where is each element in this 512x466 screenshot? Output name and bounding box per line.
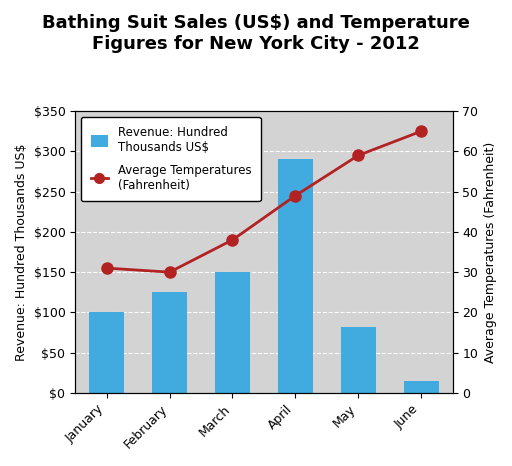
- Bar: [89, 312, 124, 393]
- Bar: [278, 159, 313, 393]
- Bar: [341, 327, 376, 393]
- Legend: Revenue: Hundred
Thousands US$, Average Temperatures
(Fahrenheit): Revenue: Hundred Thousands US$, Average …: [81, 117, 261, 201]
- Bar: [152, 292, 187, 393]
- Y-axis label: Revenue: Hundred Thousands US$: Revenue: Hundred Thousands US$: [15, 143, 28, 361]
- Bar: [404, 381, 439, 393]
- Text: Bathing Suit Sales (US$) and Temperature
Figures for New York City - 2012: Bathing Suit Sales (US$) and Temperature…: [42, 14, 470, 53]
- Bar: [215, 272, 250, 393]
- Y-axis label: Average Temperatures (Fahrenheit): Average Temperatures (Fahrenheit): [484, 141, 497, 363]
